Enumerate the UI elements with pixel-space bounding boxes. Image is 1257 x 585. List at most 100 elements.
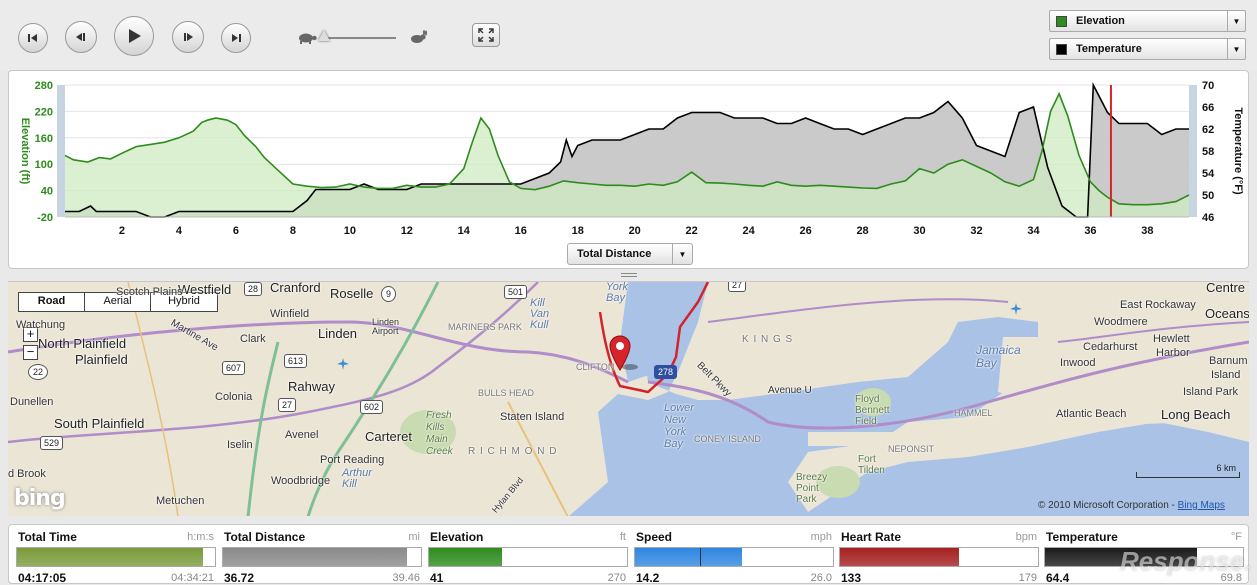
map-label: Island Park <box>1183 386 1239 398</box>
route-shield: 27 <box>278 398 297 412</box>
skip-to-end-button[interactable] <box>221 23 251 53</box>
skip-to-start-button[interactable] <box>18 23 48 53</box>
stat-max-value: 39.46 <box>392 572 420 584</box>
x-axis-metric-value: Total Distance <box>577 248 652 260</box>
stat-progress-bar <box>634 547 834 567</box>
x-axis-tick-label: 38 <box>1141 225 1153 237</box>
stat-speed: Speed mph 14.2 26.0 <box>634 525 834 585</box>
secondary-series-select[interactable]: Temperature ▼ <box>1049 38 1246 60</box>
stat-unit: mi <box>408 531 420 543</box>
elevation-series-area <box>65 93 1189 217</box>
copyright-text: © 2010 Microsoft Corporation - <box>1038 500 1178 511</box>
map-type-aerial[interactable]: Aerial <box>85 293 151 311</box>
left-axis-tick-label: 280 <box>35 80 53 92</box>
map-label: Oceans <box>1205 306 1249 321</box>
map-label: Port Reading <box>320 454 385 466</box>
map-label: Roselle <box>330 286 374 301</box>
stat-max-value: 04:34:21 <box>171 572 214 584</box>
stat-temperature: Temperature °F 64.4 69.8 <box>1044 525 1244 585</box>
map-label: Hewlett <box>1153 333 1190 345</box>
primary-series-select[interactable]: Elevation ▼ <box>1049 10 1246 32</box>
route-shield: 22 <box>28 364 49 380</box>
turtle-icon <box>299 33 317 44</box>
step-forward-button[interactable] <box>172 21 204 53</box>
right-axis-tick-label: 70 <box>1202 80 1214 92</box>
fullscreen-button[interactable] <box>472 23 500 47</box>
map-label: CLIFTON <box>576 362 615 372</box>
zoom-in-button[interactable]: + <box>23 327 38 342</box>
map-label: HAMMEL <box>954 408 993 418</box>
temperature-series-line <box>65 81 1189 218</box>
route-shield: 501 <box>504 285 528 299</box>
map-label: Long Beach <box>1161 407 1231 422</box>
map-scale-label: 6 km <box>1216 463 1236 473</box>
stat-elevation: Elevation ft 41 270 <box>428 525 628 585</box>
route-shield: 27 <box>728 282 747 292</box>
route-shield: 602 <box>360 400 384 414</box>
x-axis-tick-label: 16 <box>515 225 527 237</box>
stat-max-value: 69.8 <box>1220 572 1242 584</box>
stat-progress-fill <box>17 548 204 566</box>
route-map[interactable]: Road Aerial Hybrid + − Westfield Cranfor… <box>8 281 1249 516</box>
stat-current-value: 04:17:05 <box>18 571 67 585</box>
x-axis-tick-label: 18 <box>572 225 584 237</box>
rabbit-icon <box>411 30 427 43</box>
stat-unit: bpm <box>1015 531 1037 543</box>
route-shield: 607 <box>222 361 246 375</box>
map-label: R I C H M O N D <box>468 446 558 457</box>
x-axis-metric-select[interactable]: Total Distance ▼ <box>567 243 693 265</box>
chevron-down-icon: ▼ <box>1227 11 1245 31</box>
map-label: Carteret <box>365 429 412 444</box>
stat-current-value: 133 <box>841 571 862 585</box>
location-pin-icon[interactable] <box>608 334 638 374</box>
map-label: BULLS HEAD <box>478 388 535 398</box>
map-label: Scotch Plains <box>116 286 183 298</box>
elevation-swatch <box>1056 15 1067 27</box>
left-axis-tick-label: 40 <box>41 186 53 198</box>
airport-icon <box>1010 303 1022 315</box>
speed-slider-thumb[interactable] <box>318 30 330 41</box>
map-type-road[interactable]: Road <box>19 293 85 311</box>
stat-max-value: 179 <box>1018 572 1037 584</box>
stat-current-value: 41 <box>430 571 444 585</box>
stat-progress-bar <box>222 547 422 567</box>
panel-resize-handle[interactable] <box>621 273 637 279</box>
map-label: Staten Island <box>500 411 565 423</box>
map-label: Avenel <box>285 429 319 441</box>
x-axis-tick-label: 2 <box>119 225 125 237</box>
x-axis-tick-label: 10 <box>344 225 356 237</box>
map-label: Atlantic Beach <box>1056 408 1127 420</box>
left-axis-title: Elevation (ft) <box>19 118 31 185</box>
zoom-out-button[interactable]: − <box>23 345 38 360</box>
map-label: CONEY ISLAND <box>694 434 761 444</box>
stat-name: Temperature <box>1046 530 1118 544</box>
left-axis-band <box>57 85 65 217</box>
left-axis-tick-label: -20 <box>37 212 53 224</box>
speed-slider-track[interactable] <box>324 37 396 39</box>
map-type-hybrid[interactable]: Hybrid <box>168 295 200 307</box>
elevation-series-line <box>64 91 1190 206</box>
map-canvas <box>8 282 1249 516</box>
skip-to-start-icon <box>28 34 37 42</box>
bing-maps-link[interactable]: Bing Maps <box>1177 500 1225 511</box>
x-axis-tick-label: 22 <box>686 225 698 237</box>
play-button[interactable] <box>114 16 154 56</box>
route-shield: 28 <box>244 282 263 296</box>
map-label: Breezy Point Park <box>796 472 828 505</box>
stat-progress-bar <box>428 547 628 567</box>
step-back-button[interactable] <box>65 21 97 53</box>
stat-progress-bar <box>16 547 216 567</box>
map-label: Cedarhurst <box>1083 341 1138 353</box>
stat-average-marker <box>700 548 702 566</box>
map-label: Iselin <box>227 439 253 451</box>
stat-total-time: Total Time h:m:s 04:17:05 04:34:21 <box>16 525 216 585</box>
map-label: Linden <box>318 326 358 341</box>
stat-current-value: 14.2 <box>636 571 660 585</box>
stat-progress-bar <box>1044 547 1244 567</box>
x-axis-tick-label: 34 <box>1027 225 1040 237</box>
stat-unit: °F <box>1230 531 1242 543</box>
playback-speed-control <box>296 27 430 47</box>
right-axis-tick-label: 46 <box>1202 212 1214 224</box>
right-axis-tick-label: 66 <box>1202 102 1214 114</box>
